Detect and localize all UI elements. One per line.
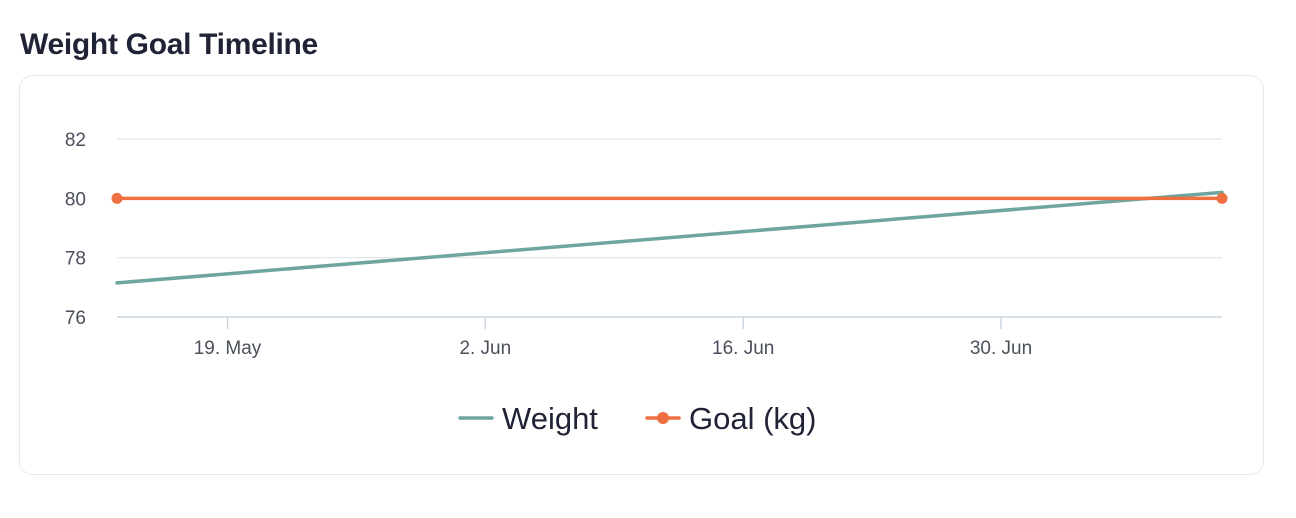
page-title: Weight Goal Timeline [20, 28, 318, 61]
data-point[interactable] [1216, 192, 1228, 204]
x-tick-label: 30. Jun [970, 338, 1032, 359]
x-tick-label: 16. Jun [712, 338, 774, 359]
y-axis-labels: 76 78 80 82 [65, 130, 86, 329]
y-tick-label: 76 [65, 308, 86, 329]
x-axis: 19. May 2. Jun 16. Jun 30. Jun [117, 316, 1222, 359]
series-lines [111, 190, 1228, 285]
legend-marker [657, 412, 669, 424]
legend[interactable]: Weight Goal (kg) [458, 401, 816, 436]
x-tick-label: 2. Jun [459, 338, 511, 359]
series-line[interactable] [115, 190, 1224, 285]
legend-item[interactable]: Goal (kg) [645, 401, 816, 436]
data-point[interactable] [111, 192, 123, 204]
y-tick-label: 78 [65, 249, 86, 270]
x-tick-label: 19. May [194, 338, 262, 359]
legend-item[interactable]: Weight [458, 401, 598, 436]
y-tick-label: 82 [65, 130, 86, 151]
legend-label: Weight [502, 401, 598, 436]
legend-label: Goal (kg) [689, 401, 816, 436]
y-tick-label: 80 [65, 189, 86, 210]
